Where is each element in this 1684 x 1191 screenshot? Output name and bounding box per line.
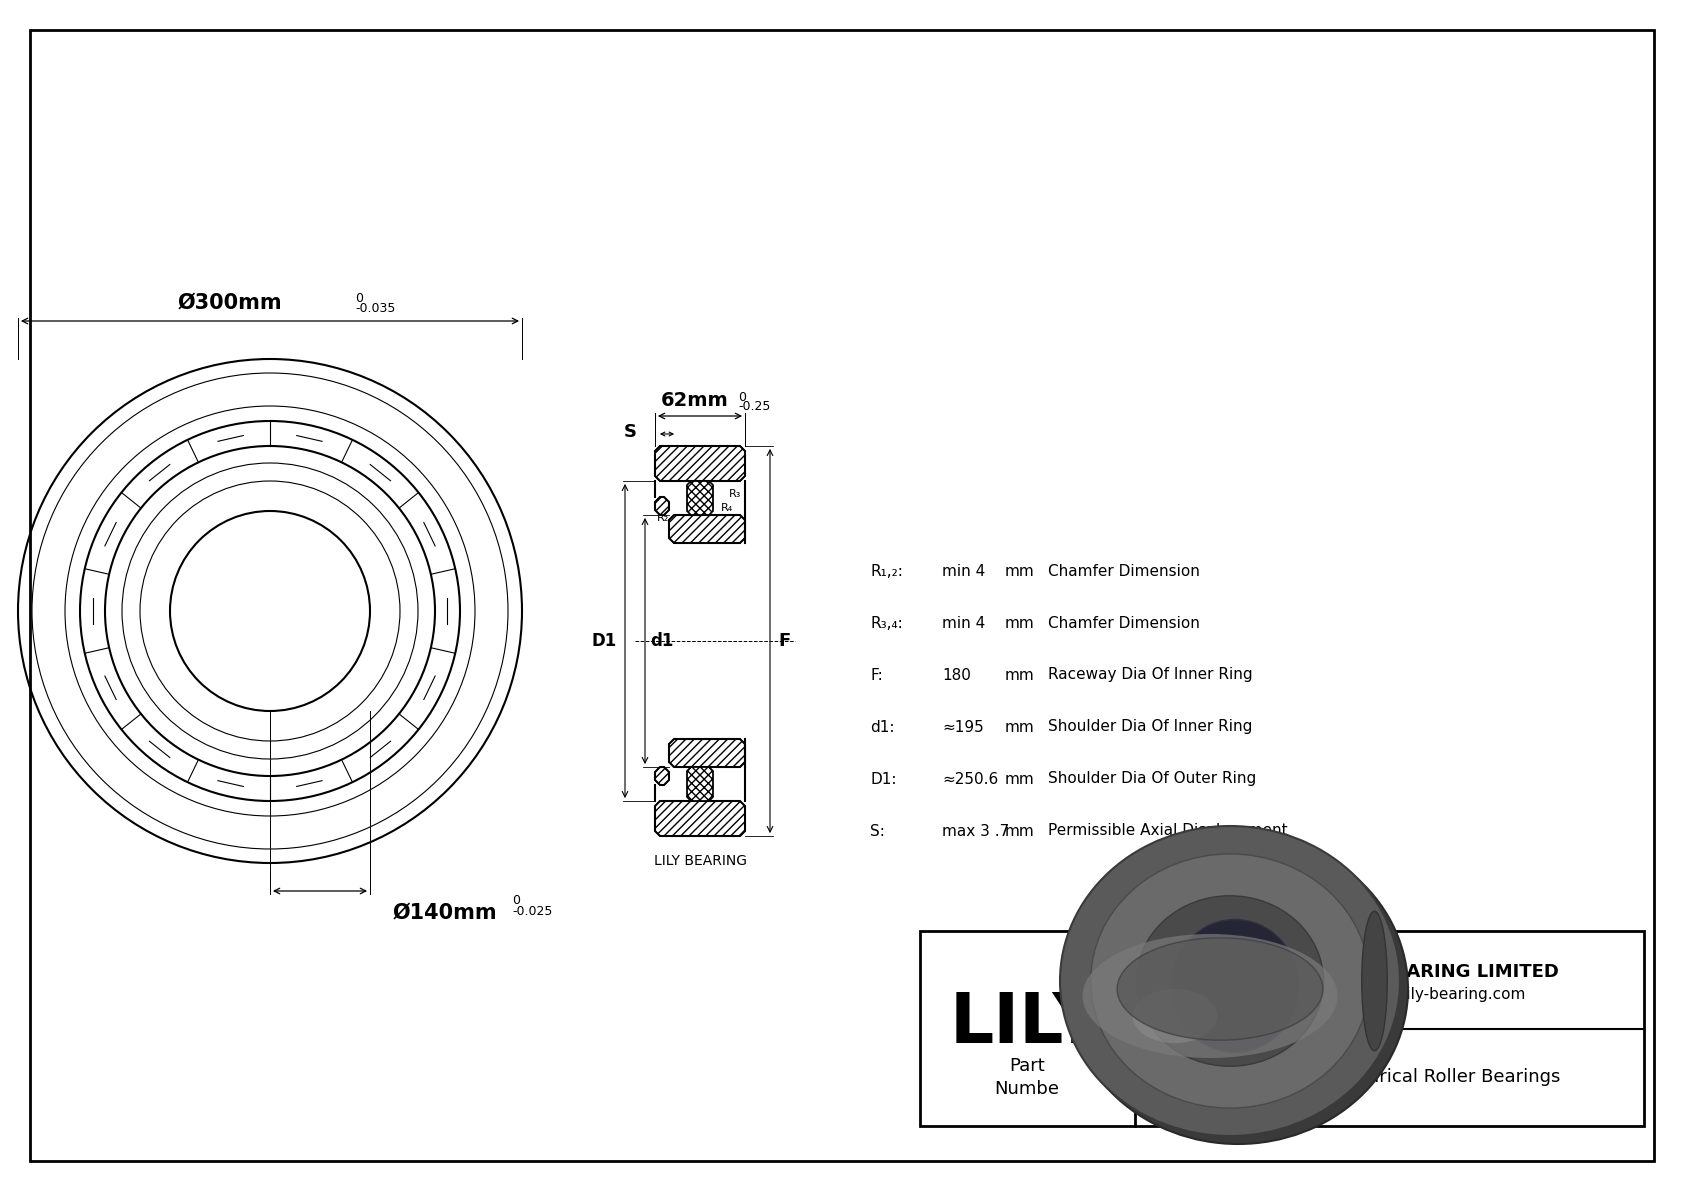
- Text: SHANGHAI LILY BEARING LIMITED: SHANGHAI LILY BEARING LIMITED: [1221, 964, 1558, 981]
- Text: S:: S:: [871, 823, 884, 838]
- Polygon shape: [669, 515, 744, 543]
- Text: Ø300mm: Ø300mm: [179, 293, 283, 313]
- Text: -0.25: -0.25: [738, 400, 770, 413]
- Ellipse shape: [1059, 827, 1399, 1136]
- Text: 0: 0: [355, 292, 364, 305]
- Text: mm: mm: [1005, 772, 1034, 786]
- Text: d1:: d1:: [871, 719, 894, 735]
- Text: F:: F:: [871, 667, 882, 682]
- Text: LILY BEARING: LILY BEARING: [653, 854, 746, 868]
- Text: 0: 0: [512, 894, 520, 908]
- Text: Permissible Axial Displacement: Permissible Axial Displacement: [1047, 823, 1288, 838]
- Ellipse shape: [1116, 937, 1324, 1040]
- Polygon shape: [687, 481, 712, 515]
- Text: d1: d1: [650, 632, 674, 650]
- Ellipse shape: [1362, 911, 1388, 1050]
- Ellipse shape: [1137, 896, 1324, 1066]
- Text: R₃,₄:: R₃,₄:: [871, 616, 903, 630]
- Text: D1: D1: [591, 632, 616, 650]
- Text: 62mm: 62mm: [662, 391, 729, 410]
- Text: R₄: R₄: [721, 503, 733, 513]
- Polygon shape: [655, 445, 744, 481]
- Text: min 4: min 4: [941, 616, 985, 630]
- Ellipse shape: [1133, 989, 1218, 1043]
- Text: -0.025: -0.025: [512, 905, 552, 918]
- Bar: [919, 931, 1644, 1125]
- Text: mm: mm: [1005, 667, 1034, 682]
- Text: D1:: D1:: [871, 772, 896, 786]
- Text: S: S: [625, 423, 637, 441]
- Text: -0.035: -0.035: [355, 303, 396, 314]
- Text: mm: mm: [1005, 616, 1034, 630]
- Text: R₂: R₂: [657, 513, 669, 523]
- Ellipse shape: [1083, 934, 1337, 1058]
- Text: Chamfer Dimension: Chamfer Dimension: [1047, 616, 1201, 630]
- Text: Shoulder Dia Of Inner Ring: Shoulder Dia Of Inner Ring: [1047, 719, 1253, 735]
- Text: Shoulder Dia Of Outer Ring: Shoulder Dia Of Outer Ring: [1047, 772, 1256, 786]
- Text: Part
Numbe: Part Numbe: [995, 1056, 1059, 1098]
- Polygon shape: [655, 802, 744, 836]
- Text: R₁: R₁: [702, 464, 714, 475]
- Text: ®: ®: [1110, 946, 1130, 965]
- Text: NJ 328  ECJ Cylindrical Roller Bearings: NJ 328 ECJ Cylindrical Roller Bearings: [1218, 1068, 1561, 1086]
- Text: mm: mm: [1005, 823, 1034, 838]
- Text: R₁: R₁: [657, 501, 669, 512]
- Polygon shape: [687, 767, 712, 802]
- Text: 180: 180: [941, 667, 972, 682]
- Text: max 3 .7: max 3 .7: [941, 823, 1009, 838]
- Text: Chamfer Dimension: Chamfer Dimension: [1047, 563, 1201, 579]
- Text: F: F: [778, 632, 790, 650]
- Text: ≈250.6: ≈250.6: [941, 772, 999, 786]
- Text: R₁,₂:: R₁,₂:: [871, 563, 903, 579]
- Text: mm: mm: [1005, 719, 1034, 735]
- Ellipse shape: [1091, 854, 1369, 1108]
- Text: Raceway Dia Of Inner Ring: Raceway Dia Of Inner Ring: [1047, 667, 1253, 682]
- Text: R₃: R₃: [729, 490, 741, 499]
- Text: min 4: min 4: [941, 563, 985, 579]
- Text: mm: mm: [1005, 563, 1034, 579]
- Text: ≈195: ≈195: [941, 719, 983, 735]
- Text: Email: lilybearing@lily-bearing.com: Email: lilybearing@lily-bearing.com: [1255, 986, 1526, 1002]
- Ellipse shape: [1172, 919, 1298, 1053]
- Text: R₂: R₂: [682, 457, 695, 467]
- Polygon shape: [655, 767, 669, 785]
- Polygon shape: [655, 497, 669, 515]
- Polygon shape: [669, 738, 744, 767]
- Text: LILY: LILY: [950, 990, 1105, 1056]
- Text: Ø140mm: Ø140mm: [392, 903, 497, 923]
- Text: 0: 0: [738, 391, 746, 404]
- Ellipse shape: [1068, 834, 1408, 1145]
